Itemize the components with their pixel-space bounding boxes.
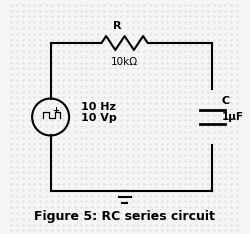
Text: 1µF: 1µF xyxy=(222,112,244,122)
Text: C: C xyxy=(222,96,230,106)
Text: 10 Hz
10 Vp: 10 Hz 10 Vp xyxy=(81,102,116,123)
Text: 10kΩ: 10kΩ xyxy=(111,57,138,67)
Text: Figure 5: RC series circuit: Figure 5: RC series circuit xyxy=(34,210,215,223)
Text: R: R xyxy=(114,22,122,31)
Text: +: + xyxy=(52,106,59,115)
